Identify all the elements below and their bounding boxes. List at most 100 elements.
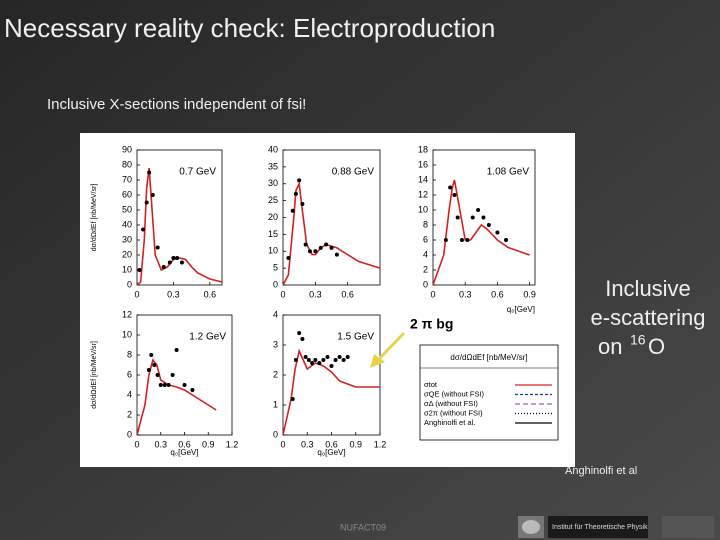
y-tick-label: 0 (127, 279, 132, 289)
y-tick-label: 25 (268, 195, 278, 205)
x-tick-label: 0.6 (491, 289, 504, 299)
y-tick-label: 10 (122, 264, 132, 274)
x-tick-label: 0.6 (178, 439, 191, 449)
x-tick-label: 0.3 (309, 289, 322, 299)
y-tick-label: 30 (122, 234, 132, 244)
y-tick-label: 3 (273, 339, 278, 349)
data-point (329, 364, 334, 368)
x-axis-label: q₀[GeV] (170, 448, 198, 457)
y-tick-label: 8 (423, 219, 428, 229)
y-tick-label: 4 (423, 249, 428, 259)
data-point (341, 358, 346, 362)
data-point (170, 373, 175, 377)
y-tick-label: 2 (423, 264, 428, 274)
data-point (166, 383, 171, 387)
x-tick-label: 0 (280, 439, 285, 449)
y-axis-label: dσ/dΩdEf [nb/MeV/sr] (91, 184, 98, 252)
data-point (167, 260, 172, 265)
y-tick-label: 6 (127, 369, 132, 379)
y-tick-label: 60 (122, 189, 132, 199)
data-point (310, 361, 315, 365)
data-point (297, 331, 302, 335)
x-tick-label: 0.3 (301, 439, 314, 449)
data-point (137, 268, 142, 272)
data-point (486, 223, 491, 227)
panel-label: 1.2 GeV (189, 332, 226, 343)
data-point (144, 200, 149, 205)
x-tick-label: 0.3 (167, 289, 180, 299)
y-tick-label: 6 (423, 234, 428, 244)
data-point (333, 358, 338, 362)
data-point (293, 358, 298, 362)
legend-box (419, 344, 559, 441)
data-point (290, 397, 295, 401)
data-point (345, 355, 350, 359)
legend-label: σtot (424, 380, 438, 389)
x-axis-label: q₀[GeV] (317, 448, 345, 457)
data-point (325, 355, 330, 359)
y-tick-label: 14 (418, 174, 428, 184)
data-point (146, 368, 151, 372)
legend-label: Anghinolfi et al. (424, 418, 475, 427)
data-point (329, 245, 334, 250)
side-note-prefix: on (598, 334, 622, 359)
x-tick-label: 1.2 (374, 439, 387, 449)
panel-label: 1.5 GeV (337, 332, 374, 343)
x-tick-label: 0.9 (523, 289, 536, 299)
data-point (321, 358, 326, 362)
plot-frame (136, 149, 223, 286)
data-point (313, 358, 318, 362)
y-tick-label: 70 (122, 174, 132, 184)
y-tick-label: 90 (122, 144, 132, 154)
y-tick-label: 8 (127, 349, 132, 359)
y-tick-label: 1 (273, 399, 278, 409)
x-tick-label: 0 (280, 289, 285, 299)
data-point (190, 388, 195, 392)
x-tick-label: 0.6 (204, 289, 217, 299)
y-tick-label: 16 (418, 159, 428, 169)
data-point (455, 215, 460, 220)
data-point (174, 348, 179, 352)
panel-label: 1.08 GeV (487, 167, 530, 178)
arrow-head (370, 354, 385, 368)
data-point (470, 215, 475, 220)
university-logo (662, 516, 714, 538)
legend-label: σQE (without FSI) (424, 389, 485, 398)
y-tick-label: 12 (122, 309, 132, 319)
data-point (152, 363, 157, 367)
data-point (443, 238, 448, 242)
data-point (155, 373, 160, 377)
x-tick-label: 1.2 (226, 439, 239, 449)
x-tick-label: 0 (134, 289, 139, 299)
x-tick-label: 0 (430, 289, 435, 299)
data-point (150, 193, 155, 197)
data-point (171, 256, 176, 260)
data-point (313, 249, 318, 254)
data-point (286, 256, 291, 260)
data-point (452, 193, 457, 197)
x-tick-label: 0.3 (154, 439, 167, 449)
data-point (300, 202, 305, 206)
y-tick-label: 35 (268, 161, 278, 171)
x-tick-label: 0.9 (202, 439, 215, 449)
data-point (476, 208, 481, 212)
data-point (155, 245, 160, 250)
data-point (179, 260, 184, 265)
arrow (376, 331, 406, 362)
x-axis-label: q₀[GeV] (507, 305, 535, 314)
model-curve (282, 180, 381, 286)
data-point (300, 337, 305, 341)
logo-shape (522, 520, 540, 534)
y-tick-label: 40 (268, 144, 278, 154)
y-tick-label: 20 (268, 212, 278, 222)
panel-label: 0.7 GeV (179, 167, 216, 178)
data-point (290, 208, 295, 213)
data-point (161, 265, 166, 269)
x-tick-label: 0.3 (459, 289, 472, 299)
y-tick-label: 4 (273, 309, 278, 319)
legend-label: σ2π (without FSI) (424, 408, 483, 417)
y-tick-label: 5 (273, 263, 278, 273)
